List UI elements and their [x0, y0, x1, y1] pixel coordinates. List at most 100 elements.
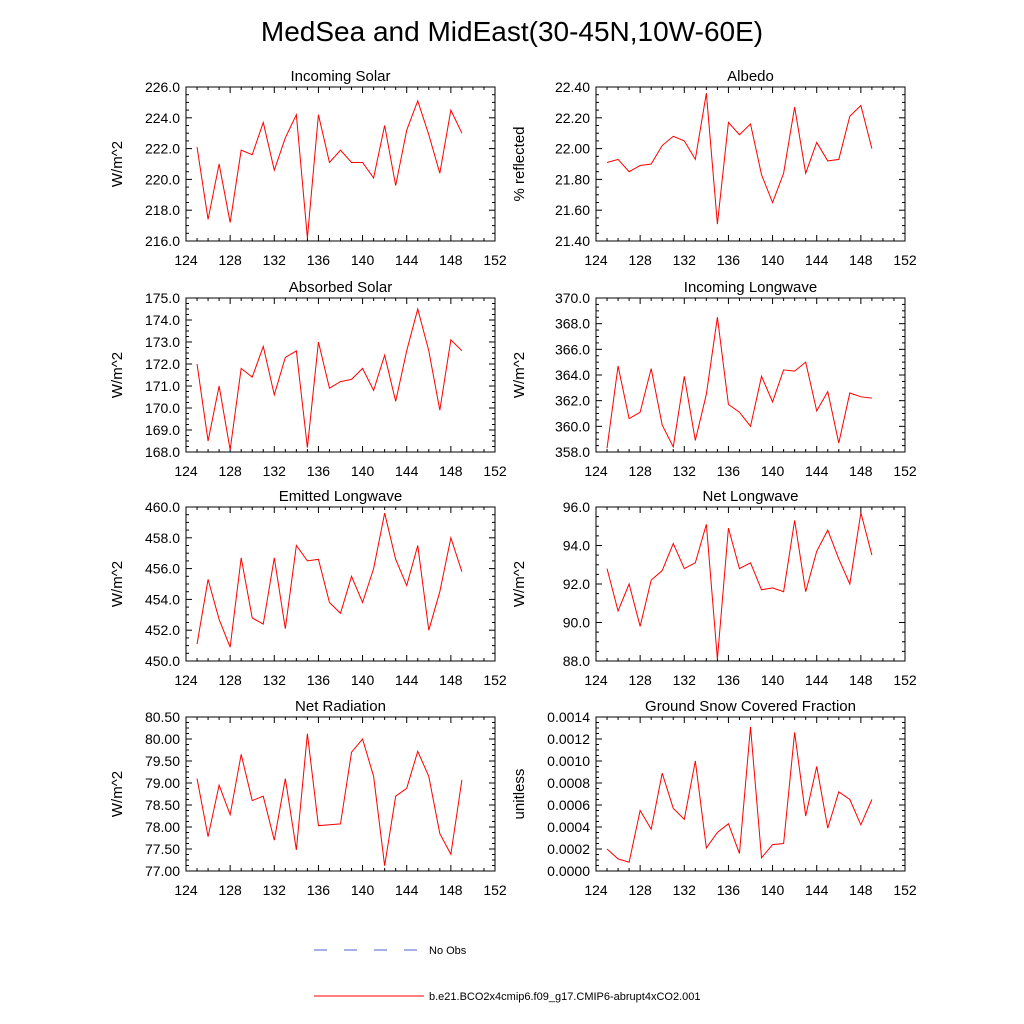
x-tick-label: 152 [893, 882, 917, 898]
y-tick-label: 454.0 [145, 591, 180, 607]
plot-frame [185, 506, 496, 662]
legend-model-label: b.e21.BCO2x4cmip6.f09_g17.CMIP6-abrupt4x… [429, 991, 701, 1003]
plot-frame [185, 297, 496, 453]
y-tick-label: 458.0 [145, 530, 180, 546]
x-tick-label: 144 [395, 672, 419, 688]
x-tick-label: 140 [761, 882, 785, 898]
y-tick-label: 218.0 [145, 202, 180, 218]
y-tick-label: 0.0006 [547, 797, 590, 813]
y-tick-label: 21.60 [555, 202, 590, 218]
y-tick-label: 220.0 [145, 171, 180, 187]
series-line [196, 99, 463, 238]
y-tick-label: 368.0 [555, 316, 590, 332]
y-tick-label: 22.40 [555, 79, 590, 95]
y-tick-label: 172.0 [145, 356, 180, 372]
y-axis-label: W/m^2 [109, 352, 126, 398]
x-tick-label: 128 [628, 882, 652, 898]
chart-panel: Absorbed Solar 124 128 132 136 140 144 148 152 16… [109, 279, 507, 479]
y-tick-label: 362.0 [555, 393, 590, 409]
x-tick-label: 136 [717, 672, 741, 688]
y-tick-label: 0.0012 [547, 731, 590, 747]
x-tick-label: 128 [218, 672, 242, 688]
x-tick-label: 140 [761, 463, 785, 479]
x-tick-label: 140 [351, 463, 375, 479]
y-tick-label: 0.0002 [547, 841, 590, 857]
y-tick-label: 80.50 [145, 709, 180, 725]
y-tick-label: 450.0 [145, 653, 180, 669]
y-tick-label: 168.0 [145, 444, 180, 460]
y-tick-label: 94.0 [563, 538, 590, 554]
x-tick-label: 128 [218, 882, 242, 898]
y-tick-label: 170.0 [145, 400, 180, 416]
x-tick-label: 124 [174, 672, 198, 688]
y-axis-label: % reflected [511, 126, 528, 201]
x-tick-label: 140 [351, 882, 375, 898]
y-tick-label: 364.0 [555, 367, 590, 383]
y-tick-label: 78.00 [145, 819, 180, 835]
x-tick-label: 124 [174, 252, 198, 268]
x-tick-label: 124 [174, 463, 198, 479]
x-tick-label: 128 [218, 252, 242, 268]
x-tick-label: 148 [439, 463, 463, 479]
x-tick-label: 136 [307, 463, 331, 479]
main-title: MedSea and MidEast(30-45N,10W-60E) [261, 16, 763, 47]
y-tick-label: 366.0 [555, 341, 590, 357]
y-tick-label: 21.80 [555, 171, 590, 187]
y-tick-label: 78.50 [145, 797, 180, 813]
chart-panel: Emitted Longwave 124 128 132 136 140 144 148 152… [109, 488, 507, 688]
plot-frame [185, 86, 496, 242]
x-tick-label: 148 [849, 882, 873, 898]
panel-title: Incoming Longwave [684, 279, 817, 296]
x-tick-label: 148 [439, 672, 463, 688]
y-tick-label: 216.0 [145, 233, 180, 249]
x-tick-label: 132 [263, 882, 287, 898]
chart-panel: Ground Snow Covered Fraction 124 128 132 136… [511, 698, 917, 898]
y-tick-label: 79.50 [145, 753, 180, 769]
panel-title: Albedo [727, 68, 774, 85]
y-tick-label: 174.0 [145, 312, 180, 328]
y-axis-label: W/m^2 [511, 352, 528, 398]
series-line [606, 512, 873, 660]
y-tick-label: 460.0 [145, 499, 180, 515]
x-tick-label: 140 [351, 672, 375, 688]
y-tick-label: 224.0 [145, 110, 180, 126]
x-tick-label: 148 [849, 672, 873, 688]
x-tick-label: 136 [717, 882, 741, 898]
x-tick-label: 128 [628, 672, 652, 688]
x-tick-label: 136 [717, 252, 741, 268]
chart-panel: Albedo 124 128 132 136 140 144 148 152 21.40 21.60… [511, 68, 917, 268]
y-tick-label: 22.00 [555, 141, 590, 157]
x-tick-label: 132 [673, 882, 697, 898]
x-tick-label: 140 [761, 252, 785, 268]
series-line [606, 317, 872, 449]
y-tick-label: 90.0 [563, 615, 590, 631]
x-tick-label: 128 [628, 252, 652, 268]
x-tick-label: 124 [174, 882, 198, 898]
y-axis-label: W/m^2 [511, 561, 528, 607]
chart-panel: Net Radiation 124 128 132 136 140 144 148 152 77.… [109, 698, 507, 898]
x-tick-label: 152 [483, 882, 507, 898]
y-tick-label: 0.0010 [547, 753, 590, 769]
y-tick-label: 88.0 [563, 653, 590, 669]
y-tick-label: 452.0 [145, 622, 180, 638]
x-tick-label: 148 [439, 252, 463, 268]
panel-title: Absorbed Solar [289, 279, 392, 296]
panel-title: Emitted Longwave [279, 488, 402, 505]
y-axis-label: W/m^2 [109, 141, 126, 187]
x-tick-label: 144 [805, 252, 829, 268]
x-tick-label: 132 [673, 672, 697, 688]
panel-title: Net Radiation [295, 698, 386, 715]
x-tick-label: 128 [218, 463, 242, 479]
x-tick-label: 148 [439, 882, 463, 898]
x-tick-label: 144 [395, 882, 419, 898]
x-tick-label: 152 [483, 252, 507, 268]
chart-panel: Net Longwave 124 128 132 136 140 144 148 152 88.0… [511, 488, 917, 688]
chart-panel: Incoming Solar 124 128 132 136 140 144 148 152 21… [109, 68, 507, 268]
y-tick-label: 370.0 [555, 290, 590, 306]
y-tick-label: 0.0004 [547, 819, 590, 835]
y-axis-label: W/m^2 [109, 771, 126, 817]
panel-title: Net Longwave [703, 488, 799, 505]
y-tick-label: 77.50 [145, 841, 180, 857]
series-line [196, 513, 463, 648]
x-tick-label: 144 [805, 463, 829, 479]
